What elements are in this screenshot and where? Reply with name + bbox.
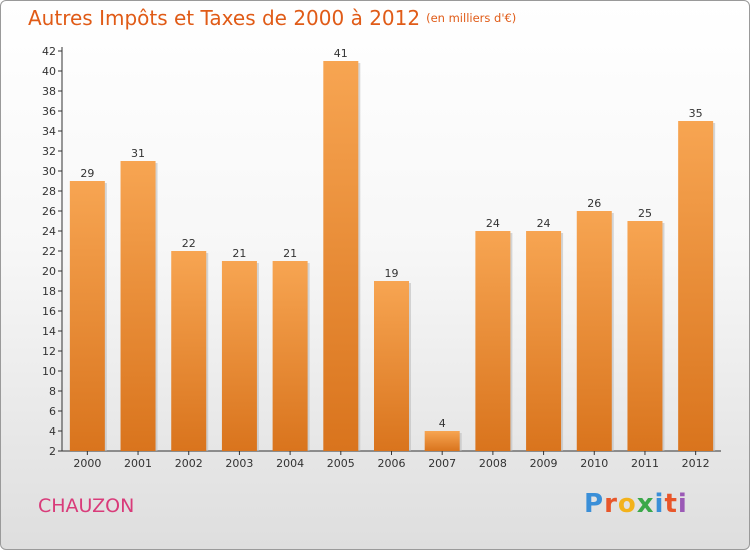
y-tick-label: 10 <box>42 365 56 378</box>
x-tick-label: 2005 <box>327 457 355 470</box>
x-tick-label: 2002 <box>175 457 203 470</box>
x-tick-label: 2004 <box>276 457 304 470</box>
y-tick-label: 40 <box>42 65 56 78</box>
bar-2005 <box>323 61 359 451</box>
bar-2001 <box>120 161 156 451</box>
data-label: 4 <box>439 417 446 430</box>
data-label: 35 <box>689 107 703 120</box>
bar-2007 <box>424 431 460 451</box>
y-tick-label: 38 <box>42 85 56 98</box>
data-label: 31 <box>131 147 145 160</box>
bar-2004 <box>272 261 308 451</box>
data-label: 22 <box>182 237 196 250</box>
y-tick-label: 24 <box>42 225 56 238</box>
chart-axes: 2468101214161820222426283032343638404220… <box>42 45 721 470</box>
x-tick-label: 2012 <box>682 457 710 470</box>
x-tick-label: 2003 <box>225 457 253 470</box>
y-tick-label: 6 <box>49 405 56 418</box>
x-tick-label: 2011 <box>631 457 659 470</box>
x-tick-label: 2008 <box>479 457 507 470</box>
commune-name: CHAUZON <box>38 495 135 517</box>
chart-title-text: Autres Impôts et Taxes de 2000 à 2012 <box>28 6 421 30</box>
y-tick-label: 28 <box>42 185 56 198</box>
data-label: 24 <box>486 217 500 230</box>
chart-data-labels: 29 31 22 21 21 41 19 4 24 24 26 25 35 <box>80 47 702 430</box>
x-tick-label: 2006 <box>378 457 406 470</box>
chart-bars <box>69 61 716 451</box>
y-tick-label: 8 <box>49 385 56 398</box>
y-tick-label: 16 <box>42 305 56 318</box>
x-tick-label: 2001 <box>124 457 152 470</box>
bar-2008 <box>475 231 511 451</box>
y-tick-label: 32 <box>42 145 56 158</box>
data-label: 41 <box>334 47 348 60</box>
y-tick-label: 12 <box>42 345 56 358</box>
bar-2003 <box>221 261 257 451</box>
data-label: 19 <box>385 267 399 280</box>
chart-title: Autres Impôts et Taxes de 2000 à 2012 (en… <box>28 6 516 30</box>
x-tick-label: 2007 <box>428 457 456 470</box>
data-label: 26 <box>587 197 601 210</box>
data-label: 25 <box>638 207 652 220</box>
data-label: 24 <box>537 217 551 230</box>
data-label: 21 <box>232 247 246 260</box>
y-tick-label: 26 <box>42 205 56 218</box>
bar-2009 <box>526 231 562 451</box>
y-tick-label: 2 <box>49 445 56 458</box>
data-label: 21 <box>283 247 297 260</box>
y-tick-label: 14 <box>42 325 56 338</box>
x-tick-label: 2010 <box>580 457 608 470</box>
bar-2002 <box>171 251 207 451</box>
y-tick-label: 20 <box>42 265 56 278</box>
y-tick-label: 22 <box>42 245 56 258</box>
bar-2006 <box>374 281 409 451</box>
bar-2000 <box>69 181 105 451</box>
proxiti-logo: Proxiti <box>584 489 688 519</box>
data-label: 29 <box>80 167 94 180</box>
y-tick-label: 4 <box>49 425 56 438</box>
y-tick-label: 34 <box>42 125 56 138</box>
x-tick-label: 2000 <box>73 457 101 470</box>
bar-2012 <box>678 121 714 451</box>
bar-2010 <box>576 211 612 451</box>
y-tick-label: 18 <box>42 285 56 298</box>
bar-2011 <box>627 221 663 451</box>
y-tick-label: 36 <box>42 105 56 118</box>
x-tick-label: 2009 <box>530 457 558 470</box>
chart-unit: (en milliers d'€) <box>426 11 517 25</box>
y-tick-label: 30 <box>42 165 56 178</box>
y-tick-label: 42 <box>42 45 56 58</box>
